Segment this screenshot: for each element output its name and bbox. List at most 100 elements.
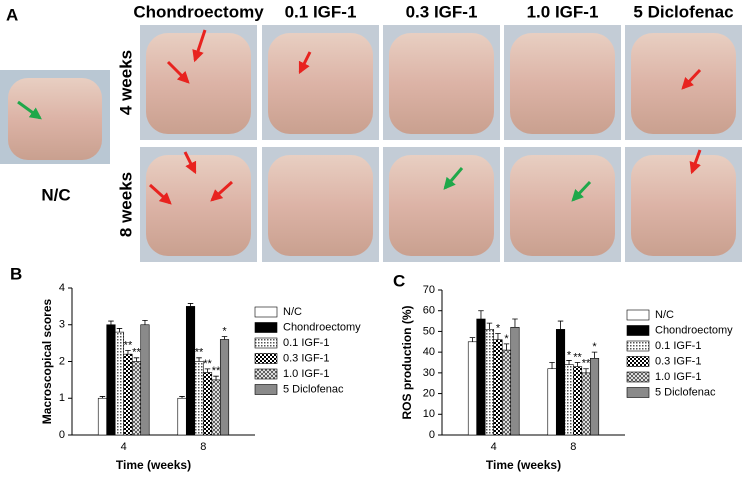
bar bbox=[219, 339, 230, 436]
legend-swatch bbox=[626, 340, 650, 352]
x-axis-label: Time (weeks) bbox=[116, 458, 191, 472]
bar bbox=[501, 349, 512, 436]
bar bbox=[510, 326, 520, 436]
photo bbox=[8, 78, 102, 160]
y-axis-label: Macroscopical scores bbox=[40, 298, 54, 424]
error-bar bbox=[557, 320, 564, 330]
legend-swatch bbox=[254, 306, 278, 318]
column-header: 1.0 IGF-1 bbox=[527, 2, 599, 21]
photo bbox=[389, 33, 494, 134]
photo bbox=[631, 33, 736, 134]
y-tick-label: 0 bbox=[59, 429, 65, 441]
error-bar bbox=[495, 333, 501, 340]
significance: ** bbox=[195, 347, 204, 359]
bar bbox=[484, 329, 495, 436]
bar bbox=[581, 372, 591, 436]
legend-swatch bbox=[626, 371, 650, 383]
y-tick-label: 20 bbox=[423, 387, 435, 399]
error-bar bbox=[196, 357, 202, 362]
legend-label: 0.3 IGF-1 bbox=[655, 355, 701, 367]
significance: ** bbox=[124, 339, 133, 351]
error-bar bbox=[478, 310, 484, 319]
legend-swatch bbox=[254, 337, 278, 349]
arrow bbox=[298, 51, 312, 75]
legend-swatch bbox=[254, 384, 278, 395]
arrow bbox=[571, 180, 592, 202]
bar bbox=[185, 306, 196, 436]
significance: * bbox=[222, 325, 227, 337]
significance: ** bbox=[132, 347, 141, 359]
y-tick-label: 70 bbox=[423, 284, 435, 296]
significance: * bbox=[592, 341, 597, 353]
photo-panel bbox=[0, 70, 110, 164]
error-bar bbox=[566, 360, 572, 365]
column-header: Chondroectomy bbox=[133, 2, 264, 21]
error-bar bbox=[179, 396, 185, 399]
legend-swatch bbox=[626, 356, 650, 367]
error-bar bbox=[116, 328, 123, 333]
bar bbox=[493, 339, 503, 436]
bar bbox=[476, 318, 486, 436]
error-bar bbox=[591, 351, 598, 359]
error-bar bbox=[108, 320, 114, 325]
photo bbox=[146, 155, 251, 256]
arrow bbox=[17, 100, 42, 120]
arrow bbox=[148, 183, 172, 205]
significance: * bbox=[504, 333, 509, 345]
arrow bbox=[689, 149, 702, 175]
bar bbox=[211, 379, 221, 436]
y-tick-label: 2 bbox=[59, 355, 65, 367]
error-bar bbox=[187, 303, 194, 307]
y-axis-label: ROS production (%) bbox=[400, 306, 414, 420]
photo bbox=[510, 155, 615, 256]
error-bar bbox=[574, 362, 581, 367]
bar bbox=[467, 341, 478, 436]
arrow bbox=[443, 167, 464, 190]
panel-label: A bbox=[6, 5, 18, 24]
y-tick-label: 3 bbox=[59, 319, 65, 331]
bar bbox=[97, 397, 108, 436]
photo bbox=[268, 155, 373, 256]
bar bbox=[572, 366, 583, 436]
legend-label: Chondroectomy bbox=[655, 324, 733, 336]
x-tick-label: 8 bbox=[200, 441, 206, 453]
column-header: 5 Diclofenac bbox=[633, 2, 733, 21]
legend-label: 0.1 IGF-1 bbox=[283, 337, 329, 349]
legend-swatch bbox=[254, 368, 278, 380]
row-label: 8 weeks bbox=[116, 172, 135, 237]
significance: ** bbox=[573, 351, 582, 363]
arrow bbox=[210, 180, 234, 202]
x-tick-label: 4 bbox=[121, 441, 127, 453]
arrow bbox=[192, 29, 207, 63]
legend-label: 5 Diclofenac bbox=[283, 383, 344, 395]
legend-label: 0.3 IGF-1 bbox=[283, 352, 329, 364]
bar bbox=[547, 368, 557, 436]
y-tick-label: 40 bbox=[423, 346, 435, 358]
x-axis-label: Time (weeks) bbox=[486, 458, 561, 472]
significance: ** bbox=[582, 358, 591, 370]
photo bbox=[146, 33, 251, 134]
legend-label: 1.0 IGF-1 bbox=[283, 368, 329, 380]
bar bbox=[564, 364, 574, 436]
significance: ** bbox=[203, 358, 212, 370]
y-tick-label: 10 bbox=[423, 408, 435, 420]
significance: ** bbox=[212, 365, 221, 377]
y-tick-label: 4 bbox=[59, 282, 65, 294]
x-tick-label: 4 bbox=[491, 441, 497, 453]
y-tick-label: 30 bbox=[423, 367, 435, 379]
error-bar bbox=[133, 357, 140, 362]
photo bbox=[389, 155, 494, 256]
legend-label: 1.0 IGF-1 bbox=[655, 371, 701, 383]
photo bbox=[631, 155, 736, 256]
significance: * bbox=[496, 322, 501, 334]
panel-label: C bbox=[393, 271, 405, 290]
error-bar bbox=[549, 362, 555, 369]
row-label: 4 weeks bbox=[116, 50, 135, 115]
bar bbox=[194, 361, 204, 436]
bar bbox=[177, 397, 187, 436]
legend-label: 0.1 IGF-1 bbox=[655, 340, 701, 352]
error-bar bbox=[99, 396, 106, 399]
photo bbox=[268, 33, 373, 134]
legend-swatch bbox=[254, 353, 278, 364]
